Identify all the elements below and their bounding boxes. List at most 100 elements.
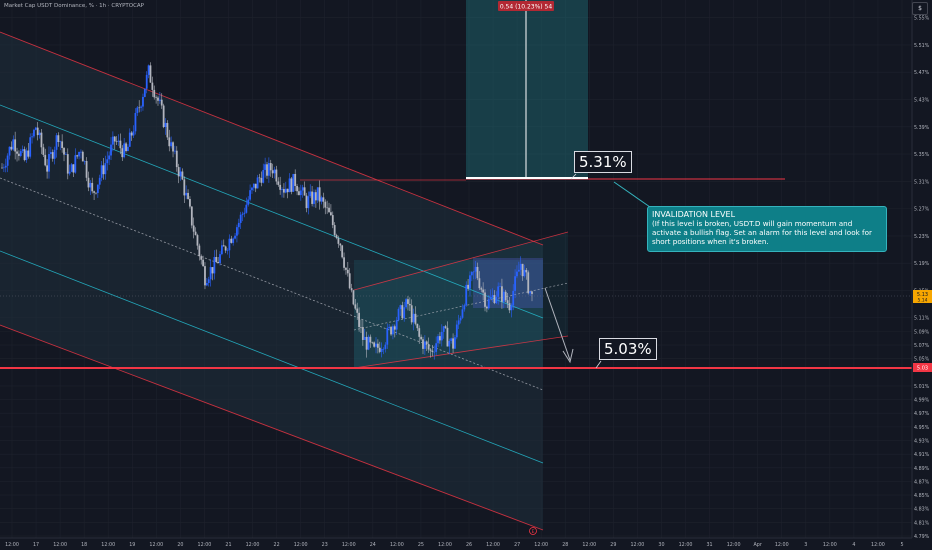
flag-lower-line[interactable] <box>353 335 569 369</box>
position-tool-zone[interactable] <box>466 0 588 180</box>
time-axis[interactable] <box>0 538 912 550</box>
candle-body <box>454 337 456 349</box>
candle-body <box>273 169 276 174</box>
candle-body <box>153 89 156 98</box>
candle-body <box>497 286 500 297</box>
candle-body <box>237 222 240 228</box>
candle-body <box>516 271 518 277</box>
level-label-531[interactable]: 5.31% <box>574 151 632 173</box>
candle-body <box>403 307 406 319</box>
candle-body <box>414 313 417 324</box>
event-marker[interactable] <box>529 527 537 535</box>
candle-body <box>427 344 430 350</box>
time-tick-label: 12:00 <box>486 542 500 548</box>
price-tick-label: 4.87% <box>914 479 930 485</box>
time-tick-label: 12:00 <box>149 542 163 548</box>
candle-body <box>506 300 509 304</box>
candle-body <box>51 152 54 159</box>
price-tick-label: 5.05% <box>914 357 930 363</box>
candle-body <box>138 107 141 109</box>
candle-body <box>121 148 124 158</box>
candle-body <box>25 150 28 161</box>
candle-body <box>301 187 304 191</box>
price-axis[interactable] <box>912 0 932 538</box>
time-tick-label: 3 <box>804 542 807 548</box>
candle-body <box>245 204 248 213</box>
candle-body <box>215 257 218 262</box>
current-price-subtag: 5.14 <box>917 298 927 304</box>
candle-body <box>343 257 345 268</box>
candle-body <box>337 238 340 244</box>
candle-body <box>313 192 315 204</box>
candle-body <box>423 341 426 349</box>
candle-body <box>31 136 33 138</box>
flag-upper-line[interactable] <box>353 231 569 291</box>
candle-body <box>408 303 411 306</box>
channel-mid-lower-line[interactable] <box>0 250 544 464</box>
candle-body <box>330 212 332 216</box>
time-tick-label: 12:00 <box>246 542 260 548</box>
time-tick-label: 30 <box>658 542 664 548</box>
candle-body <box>523 269 526 277</box>
candle-body <box>405 299 407 308</box>
candle-body <box>267 163 270 176</box>
candle-body <box>256 177 259 189</box>
candle-body <box>196 235 199 246</box>
symbol-title[interactable]: Market Cap USDT Dominance, % · 1h · CRYP… <box>4 3 144 9</box>
candle-body <box>14 139 17 152</box>
candle-body <box>4 165 7 168</box>
candle-body <box>34 127 37 130</box>
candle-body <box>314 192 317 201</box>
price-tick-label: 4.89% <box>914 466 930 472</box>
scale-currency-button[interactable]: $ <box>912 2 928 15</box>
projection-arrow-head <box>562 348 574 364</box>
candle-body <box>465 284 468 306</box>
flag-mid-line[interactable] <box>353 282 569 331</box>
candle-body <box>284 188 287 193</box>
candle-body <box>461 309 464 318</box>
candle-body <box>279 184 282 190</box>
candle-body <box>435 343 438 352</box>
candle-body <box>115 141 118 143</box>
candle-body <box>420 336 423 340</box>
projection-arrow[interactable] <box>544 287 571 361</box>
price-tick-label: 5.47% <box>914 70 930 76</box>
time-tick-label: 12:00 <box>727 542 741 548</box>
level-label-503[interactable]: 5.03% <box>599 338 657 360</box>
candle-body <box>192 225 195 232</box>
price-tick-label: 4.85% <box>914 493 930 499</box>
candle-body <box>93 191 95 193</box>
candle-body <box>211 267 214 274</box>
channel-median-line[interactable] <box>0 177 544 391</box>
candle-body <box>247 199 250 205</box>
candle-body <box>425 341 428 345</box>
candle-body <box>181 171 184 180</box>
event-marker-label: E <box>532 529 535 535</box>
price-tick-label: 5.55% <box>914 16 930 22</box>
time-tick-label: 12:00 <box>53 542 67 548</box>
candle-body <box>416 323 419 329</box>
price-tick-label: 4.95% <box>914 425 930 431</box>
channel-lower-line[interactable] <box>0 324 544 531</box>
candle-body <box>517 269 520 272</box>
candle-body <box>482 289 485 293</box>
price-tick-label: 5.09% <box>914 329 930 335</box>
candle-body <box>472 271 475 273</box>
channel-upper-line[interactable] <box>0 31 544 246</box>
channel-mid-upper-line[interactable] <box>0 104 544 319</box>
time-tick-label: 12:00 <box>582 542 596 548</box>
time-tick-label: 27 <box>514 542 520 548</box>
candle-body <box>12 139 15 150</box>
candle-body <box>446 327 449 347</box>
candle-body <box>512 290 515 306</box>
candle-body <box>172 142 174 152</box>
candle-body <box>354 304 357 309</box>
invalidation-callout[interactable]: INVALIDATION LEVEL (If this level is bro… <box>647 206 887 252</box>
candle-body <box>521 263 524 277</box>
candle-body <box>328 207 330 213</box>
candle-body <box>226 250 229 251</box>
candle-body <box>104 163 107 175</box>
candle-body <box>117 140 120 142</box>
candle-body <box>10 146 13 150</box>
